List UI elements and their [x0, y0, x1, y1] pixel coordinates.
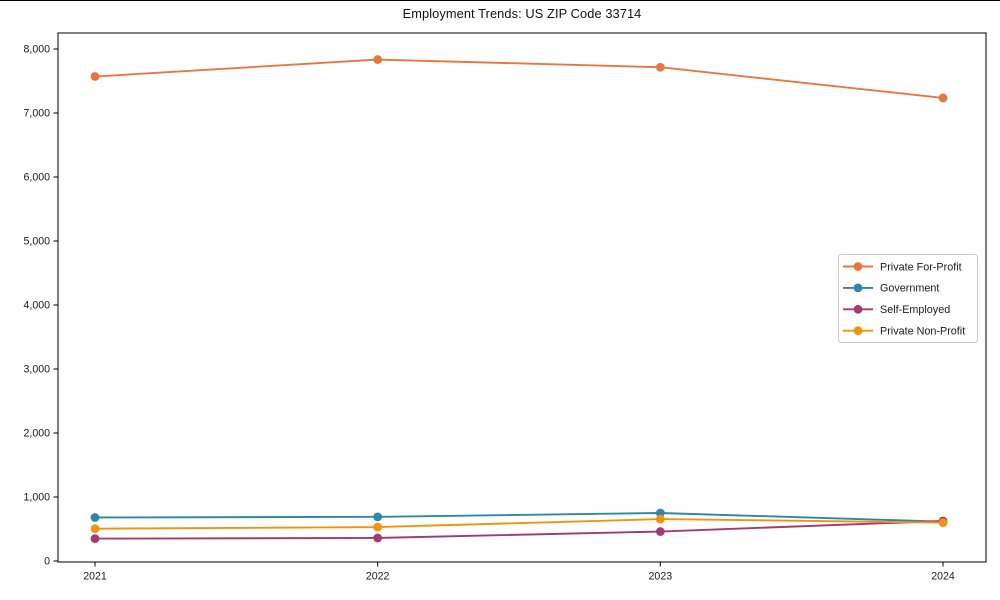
legend-swatch-dot — [853, 283, 863, 293]
legend-box — [838, 254, 978, 343]
series-line — [94, 520, 944, 540]
series-line — [94, 512, 944, 523]
y-tick-label: 3,000 — [23, 364, 50, 376]
series-marker — [373, 533, 383, 543]
x-tick-label: 2024 — [931, 571, 955, 583]
series-line — [94, 58, 944, 99]
series-marker — [373, 55, 383, 64]
figure-border-top — [0, 0, 1000, 1]
legend-label: Self-Employed — [880, 304, 950, 316]
series-private-for-profit — [90, 55, 948, 103]
legend-swatch-dot — [853, 326, 863, 336]
y-tick-label: 8,000 — [23, 44, 50, 56]
series-marker — [90, 534, 100, 543]
series-marker — [655, 514, 665, 524]
series-marker — [90, 513, 100, 522]
legend-swatch-dot — [853, 304, 863, 314]
series-private-non-profit — [90, 514, 948, 534]
y-tick-label: 7,000 — [23, 108, 50, 120]
series-marker — [373, 522, 383, 532]
x-tick-label: 2023 — [649, 571, 673, 583]
series-marker — [655, 508, 665, 518]
series-marker — [938, 93, 948, 103]
series-marker — [90, 524, 100, 534]
x-tick-label: 2021 — [83, 571, 107, 583]
series-marker — [938, 518, 948, 527]
chart-title: Employment Trends: US ZIP Code 33714 — [402, 6, 642, 21]
legend-label: Private Non-Profit — [880, 326, 965, 338]
legend-item-private-non-profit: Private Non-Profit — [843, 326, 965, 338]
y-tick-label: 0 — [44, 556, 50, 568]
series-marker — [373, 512, 383, 522]
series-line — [94, 518, 944, 530]
legend-item-self-employed: Self-Employed — [843, 304, 950, 316]
series-marker — [90, 72, 100, 81]
x-tick-label: 2022 — [366, 571, 390, 583]
plot-frame — [57, 32, 987, 563]
y-tick-label: 2,000 — [23, 428, 50, 440]
legend: Private For-Profit Government Self-Employe… — [838, 254, 978, 343]
series-marker — [655, 527, 665, 536]
series-marker — [655, 62, 665, 72]
y-tick-label: 5,000 — [23, 236, 50, 248]
y-tick-label: 1,000 — [23, 492, 50, 504]
legend-item-private-for-profit: Private For-Profit — [843, 261, 962, 273]
legend-swatch-dot — [853, 262, 863, 271]
legend-label: Private For-Profit — [880, 261, 962, 273]
y-tick-label: 6,000 — [23, 172, 50, 184]
legend-item-government: Government — [843, 283, 939, 295]
legend-label: Government — [880, 283, 939, 295]
y-tick-label: 4,000 — [23, 300, 50, 312]
